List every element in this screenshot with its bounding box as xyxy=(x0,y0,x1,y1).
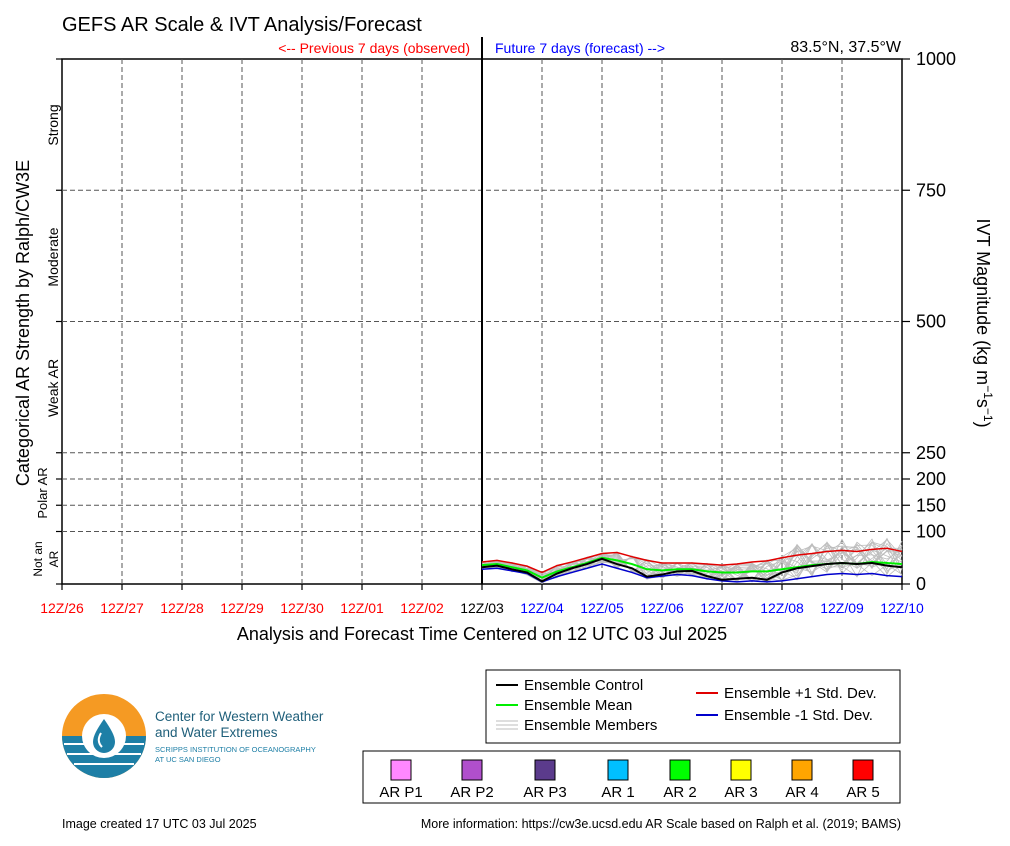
scale-label: AR 1 xyxy=(601,784,634,801)
x-tick-label: 12Z/01 xyxy=(340,600,384,616)
scale-label: AR P1 xyxy=(379,784,422,801)
right-tick-label: 200 xyxy=(916,469,946,489)
left-axis-ticks xyxy=(56,58,62,585)
logo-drop-highlight xyxy=(97,732,103,748)
logo-text-line3: SCRIPPS INSTITUTION OF OCEANOGRAPHY xyxy=(155,745,316,754)
x-tick-label: 12Z/10 xyxy=(880,600,924,616)
scale-label: AR P2 xyxy=(450,784,493,801)
category-strong: Strong xyxy=(45,104,61,145)
x-tick-label: 12Z/30 xyxy=(280,600,324,616)
x-tick-label: 12Z/26 xyxy=(40,600,84,616)
category-moderate: Moderate xyxy=(45,227,61,286)
scale-swatch xyxy=(534,759,556,781)
right-tick-label: 1000 xyxy=(916,49,956,69)
category-weak: Weak AR xyxy=(45,359,61,417)
legend-label-control: Ensemble Control xyxy=(524,677,643,694)
scale-swatch xyxy=(607,759,629,781)
right-tick-label: 100 xyxy=(916,522,946,542)
x-tick-label: 12Z/08 xyxy=(760,600,804,616)
right-tick-label: 150 xyxy=(916,495,946,515)
scale-swatch xyxy=(852,759,874,781)
series-legend-box xyxy=(485,669,901,744)
right-axis-close: ) xyxy=(973,422,993,428)
x-tick-label: 12Z/02 xyxy=(400,600,444,616)
x-axis-ticks: 12Z/26 12Z/27 12Z/28 12Z/29 12Z/30 12Z/01 12Z/… xyxy=(40,584,924,616)
x-tick-label: 12Z/06 xyxy=(640,600,684,616)
x-axis-title: Analysis and Forecast Time Centered on 1… xyxy=(237,624,727,644)
right-axis-title: IVT Magnitude (kg m−1s−1) xyxy=(973,218,995,427)
scale-swatch xyxy=(791,759,813,781)
ensemble-member-line xyxy=(481,541,903,582)
logo-text-line2: and Water Extremes xyxy=(155,725,278,740)
footer-created: Image created 17 UTC 03 Jul 2025 xyxy=(62,817,257,831)
scale-swatch xyxy=(390,759,412,781)
scale-label: AR P3 xyxy=(523,784,566,801)
scale-legend-items: AR P1 AR P2 AR P3 AR 1 AR 2 AR 3 AR 4 AR 5 xyxy=(379,759,880,801)
right-tick-label: 750 xyxy=(916,180,946,200)
logo-drop-icon xyxy=(93,719,115,753)
left-axis-title: Categorical AR Strength by Ralph/CW3E xyxy=(13,160,33,486)
scale-label: AR 5 xyxy=(846,784,879,801)
x-tick-label: 12Z/09 xyxy=(820,600,864,616)
x-tick-label: 12Z/03 xyxy=(460,600,504,616)
right-axis-ticks: 0 100 150 200 250 500 750 1000 xyxy=(902,49,956,594)
x-tick-label: 12Z/05 xyxy=(580,600,624,616)
right-tick-label: 250 xyxy=(916,443,946,463)
scale-label: AR 2 xyxy=(663,784,696,801)
location-label: 83.5°N, 37.5°W xyxy=(790,39,902,56)
right-axis-sup1: −1 xyxy=(981,385,995,399)
x-tick-label: 12Z/29 xyxy=(220,600,264,616)
chart-title: GEFS AR Scale & IVT Analysis/Forecast xyxy=(62,14,422,36)
category-not-ar-line1: Not an xyxy=(31,541,45,576)
right-tick-label: 500 xyxy=(916,312,946,332)
legend-label-plus1: Ensemble +1 Std. Dev. xyxy=(724,685,877,702)
right-axis-mid: s xyxy=(973,399,993,408)
ensemble-series xyxy=(481,547,903,583)
x-tick-label: 12Z/04 xyxy=(520,600,564,616)
logo-text-line1: Center for Western Weather xyxy=(155,709,324,724)
legend-label-members: Ensemble Members xyxy=(524,717,657,734)
scale-swatch xyxy=(461,759,483,781)
scale-label: AR 3 xyxy=(724,784,757,801)
right-tick-label: 0 xyxy=(916,574,926,594)
logo-text-line4: AT UC SAN DIEGO xyxy=(155,755,221,764)
legend-label-mean: Ensemble Mean xyxy=(524,697,632,714)
future-days-label: Future 7 days (forecast) --> xyxy=(495,40,665,56)
x-tick-label: 12Z/27 xyxy=(100,600,144,616)
minus1-std-line xyxy=(481,563,903,583)
category-polar: Polar AR xyxy=(35,467,50,518)
plus1-std-line xyxy=(481,547,903,574)
scale-swatch xyxy=(730,759,752,781)
category-not-ar-line2: AR xyxy=(47,550,61,567)
right-axis-sup2: −1 xyxy=(981,408,995,422)
scale-label: AR 4 xyxy=(785,784,818,801)
x-tick-label: 12Z/28 xyxy=(160,600,204,616)
ensemble-control-line xyxy=(481,557,903,583)
cw3e-logo xyxy=(62,694,146,778)
legend-label-minus1: Ensemble -1 Std. Dev. xyxy=(724,707,873,724)
scale-swatch xyxy=(669,759,691,781)
previous-days-label: <-- Previous 7 days (observed) xyxy=(278,40,470,56)
footer-info: More information: https://cw3e.ucsd.edu … xyxy=(421,817,901,831)
x-tick-label: 12Z/07 xyxy=(700,600,744,616)
right-axis-title-main: IVT Magnitude (kg m xyxy=(973,218,993,385)
